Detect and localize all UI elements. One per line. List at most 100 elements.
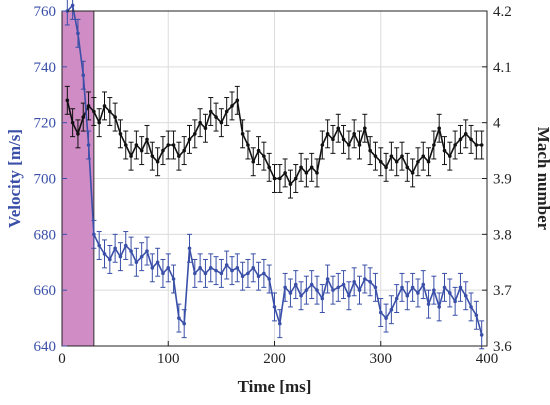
mach-point	[76, 132, 80, 136]
velocity-point	[400, 285, 404, 290]
mach-point	[479, 143, 484, 147]
velocity-point	[224, 263, 229, 267]
velocity-point	[469, 305, 473, 309]
velocity-point	[118, 254, 123, 259]
y-left-tick-label: 680	[34, 227, 57, 243]
velocity-point	[315, 288, 319, 292]
velocity-point	[352, 279, 356, 284]
x-tick-label: 400	[476, 351, 499, 367]
velocity-point	[479, 333, 484, 337]
velocity-point	[341, 282, 346, 287]
mach-point	[161, 148, 165, 153]
velocity-point	[187, 246, 192, 251]
mach-point	[108, 109, 112, 114]
mach-point	[256, 148, 261, 153]
mach-point	[214, 115, 218, 119]
mach-point	[177, 154, 181, 158]
velocity-point	[368, 279, 372, 284]
mach-point	[113, 115, 117, 119]
mach-point	[235, 98, 240, 103]
mach-point	[331, 137, 335, 142]
velocity-point	[347, 293, 351, 298]
mach-point	[410, 171, 415, 175]
velocity-point	[145, 249, 149, 253]
mach-point	[378, 159, 383, 164]
mach-point	[293, 176, 298, 181]
mach-point	[102, 104, 107, 108]
mach-point	[299, 165, 303, 170]
mach-point	[304, 171, 309, 175]
velocity-point	[155, 260, 160, 265]
velocity-point	[463, 293, 468, 298]
velocity-point	[426, 302, 431, 306]
y-left-tick-label: 720	[34, 116, 57, 132]
velocity-point	[70, 3, 75, 8]
mach-point	[357, 143, 362, 147]
velocity-point	[405, 293, 410, 298]
x-tick-label: 200	[263, 351, 286, 367]
velocity-point	[474, 313, 479, 318]
velocity-point	[256, 274, 261, 279]
mach-point	[155, 159, 160, 164]
mach-point	[288, 182, 293, 186]
mach-point	[448, 154, 452, 158]
velocity-point	[177, 316, 181, 320]
y-right-tick-label: 3.6	[493, 339, 512, 355]
shade-layer	[61, 10, 95, 347]
mach-point	[65, 98, 70, 103]
mach-point	[240, 132, 245, 136]
velocity-point	[389, 307, 394, 312]
velocity-point	[129, 249, 133, 253]
y-right-tick-label: 4.1	[493, 60, 512, 76]
y-left-axis-title: Velocity [m/s]	[5, 129, 24, 228]
mach-point	[400, 154, 404, 158]
velocity-point	[357, 288, 362, 292]
velocity-point	[363, 277, 367, 281]
x-tick-label: 100	[157, 351, 180, 367]
velocity-point	[166, 266, 171, 270]
tick-layer: 0 100 200 300 400 640 660 680 700 720 740 760 3.6 3.7…	[34, 4, 513, 367]
mach-point	[394, 159, 399, 164]
mach-point	[341, 137, 346, 142]
y-left-tick-label: 740	[34, 60, 57, 76]
series-layer	[64, 0, 485, 350]
mach-point	[166, 143, 171, 147]
velocity-point	[293, 282, 298, 287]
mach-point	[432, 143, 436, 147]
velocity-point	[320, 296, 325, 301]
mach-point	[458, 137, 463, 142]
x-tick-label: 0	[58, 351, 66, 367]
mach-point	[267, 165, 271, 170]
mach-point	[118, 132, 123, 136]
velocity-point	[283, 285, 287, 290]
velocity-point	[378, 310, 383, 315]
mach-point	[187, 137, 192, 142]
velocity-point	[134, 260, 139, 265]
velocity-point	[373, 285, 378, 290]
y-right-tick-label: 3.9	[493, 172, 512, 188]
mach-point	[442, 148, 447, 153]
mach-point	[171, 143, 176, 147]
velocity-point	[384, 316, 388, 320]
mach-point	[97, 120, 101, 125]
mach-point	[198, 120, 202, 125]
mach-point	[123, 143, 128, 147]
mach-point	[193, 132, 197, 136]
y-right-tick-label: 4.2	[493, 4, 512, 20]
mach-point	[262, 154, 266, 158]
velocity-point	[272, 305, 277, 309]
velocity-point	[113, 246, 117, 251]
mach-point	[426, 159, 431, 164]
mach-point	[373, 154, 378, 158]
x-tick-label: 300	[370, 351, 393, 367]
velocity-point	[453, 299, 457, 304]
velocity-point	[458, 285, 463, 290]
velocity-point	[325, 277, 330, 281]
mach-point	[363, 126, 367, 131]
mach-point	[368, 148, 372, 153]
mach-point	[182, 148, 186, 153]
velocity-point	[336, 285, 341, 290]
mach-point	[283, 171, 287, 175]
mach-point	[405, 165, 410, 170]
